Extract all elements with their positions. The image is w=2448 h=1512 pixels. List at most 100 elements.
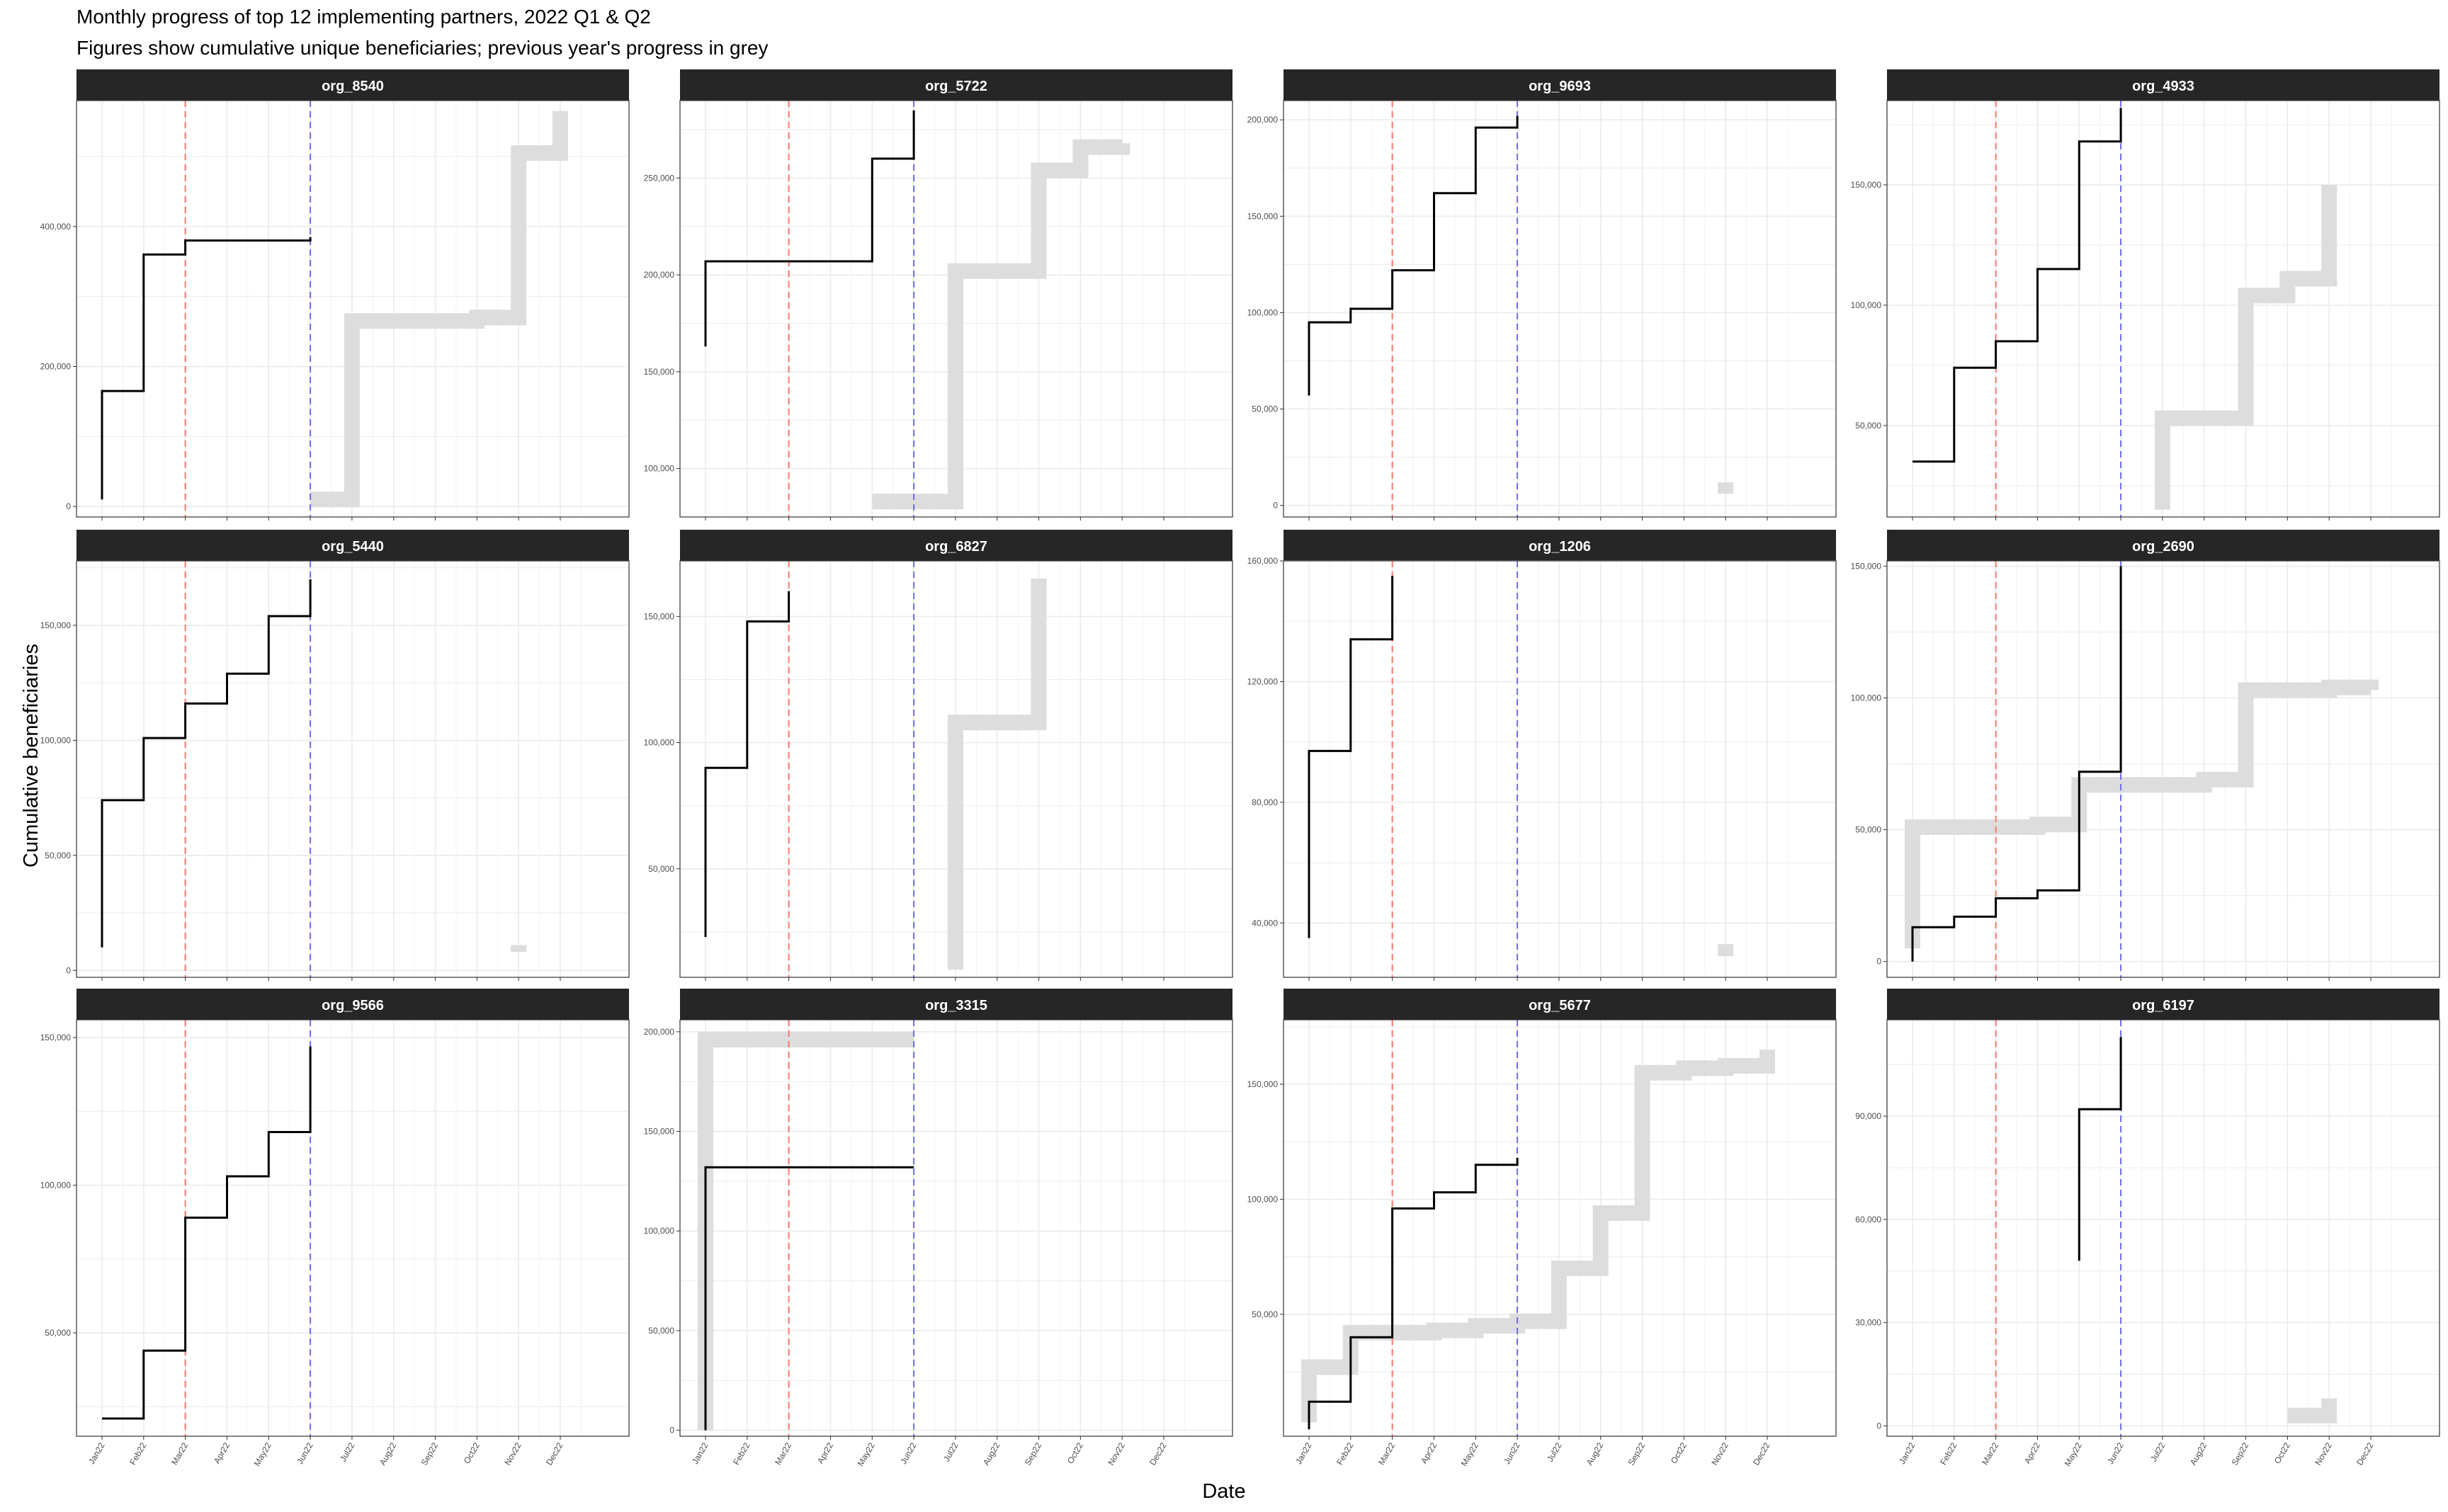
panel-border <box>76 560 630 978</box>
y-tick-label: 150,000 <box>644 611 675 621</box>
x-tick-label: Aug22 <box>981 1440 1002 1467</box>
x-tick-label: Dec22 <box>2354 1440 2376 1467</box>
x-tick-label: Oct22 <box>1669 1440 1689 1465</box>
x-tick-label: Jul22 <box>1545 1440 1564 1463</box>
x-tick-label: Sep22 <box>419 1440 441 1467</box>
panel-border <box>1283 560 1837 978</box>
y-tick-label: 80,000 <box>1252 797 1278 807</box>
previous-year-series <box>872 139 1130 510</box>
x-tick-label: Sep22 <box>2230 1440 2251 1467</box>
strip-org_5440 <box>76 530 629 561</box>
strip-label: org_4933 <box>2132 79 2194 94</box>
x-tick-label: Apr22 <box>212 1440 232 1465</box>
x-tick-label: Jul22 <box>2148 1440 2168 1463</box>
x-tick-label: Dec22 <box>1148 1440 1169 1467</box>
x-tick-label: Jun22 <box>2105 1440 2126 1466</box>
panel-border <box>76 1019 630 1437</box>
strip-org_5722 <box>680 69 1232 101</box>
panel-org_6197: org_6197 0 30,000 60,000 90,000 Jan22 Feb22 Mar… <box>1855 989 2440 1468</box>
strip-org_3315 <box>680 989 1232 1020</box>
strip-label: org_2690 <box>2132 539 2194 555</box>
current-year-series <box>1308 576 1394 938</box>
y-tick-label: 200,000 <box>644 1027 675 1037</box>
previous-year-series <box>2154 185 2338 510</box>
panel-border <box>1283 100 1837 518</box>
strip-label: org_6197 <box>2132 998 2194 1013</box>
y-tick-label: 250,000 <box>644 173 675 183</box>
current-year-series <box>1308 1157 1519 1430</box>
x-tick-label: Jun22 <box>1502 1440 1522 1466</box>
y-tick-label: 100,000 <box>1851 693 1882 703</box>
y-tick-label: 30,000 <box>1855 1318 1881 1328</box>
x-tick-label: Jan22 <box>1293 1440 1314 1466</box>
panel-org_6827: org_6827 50,000 100,000 150,000 <box>644 530 1233 981</box>
current-year-series <box>101 237 312 500</box>
y-tick-label: 50,000 <box>1855 825 1881 835</box>
x-tick-label: May22 <box>856 1440 877 1467</box>
x-tick-label: Nov22 <box>502 1440 523 1467</box>
current-year-series <box>2078 1037 2122 1261</box>
panel-border <box>679 560 1233 978</box>
x-tick-label: Jul22 <box>338 1440 357 1463</box>
x-tick-label: Jul22 <box>941 1440 960 1463</box>
y-tick-label: 150,000 <box>1851 180 1882 190</box>
y-tick-label: 200,000 <box>1247 115 1279 125</box>
x-tick-label: May22 <box>2063 1440 2084 1467</box>
panel-border <box>1886 1019 2440 1437</box>
x-tick-label: Aug22 <box>1585 1440 1606 1467</box>
current-year-series <box>704 1166 914 1431</box>
strip-label: org_6827 <box>925 539 987 555</box>
chart-title: Monthly progress of top 12 implementing … <box>76 6 651 28</box>
x-tick-label: Jan22 <box>690 1440 710 1466</box>
y-tick-label: 160,000 <box>1247 556 1279 566</box>
panel-org_5440: org_5440 0 50,000 100,000 150,000 <box>40 530 630 981</box>
y-tick-label: 150,000 <box>1851 561 1882 571</box>
x-tick-label: Jan22 <box>1897 1440 1917 1466</box>
y-tick-label: 0 <box>1876 1421 1881 1431</box>
y-tick-label: 200,000 <box>644 270 675 280</box>
x-tick-label: Nov22 <box>2313 1440 2334 1467</box>
x-tick-label: Apr22 <box>815 1440 835 1465</box>
previous-year-series <box>1905 679 2379 949</box>
panel-org_3315: org_3315 0 50,000 100,000 150,000 200,000 Jan2… <box>644 989 1233 1468</box>
strip-org_5677 <box>1284 989 1836 1020</box>
y-tick-label: 150,000 <box>40 620 72 630</box>
strip-org_1206 <box>1284 530 1836 561</box>
current-year-series <box>704 110 915 347</box>
y-tick-label: 50,000 <box>1855 421 1881 431</box>
y-tick-label: 0 <box>669 1426 674 1436</box>
y-tick-label: 150,000 <box>644 1127 675 1137</box>
x-tick-label: May22 <box>252 1440 273 1467</box>
panel-org_8540: org_8540 0 200,000 400,000 <box>40 69 630 521</box>
strip-org_6827 <box>680 530 1232 561</box>
x-tick-label: Apr22 <box>2022 1440 2042 1465</box>
panel-org_1206: org_1206 40,000 80,000 120,000 160,000 <box>1247 530 1837 981</box>
panel-org_2690: org_2690 0 50,000 100,000 150,000 <box>1851 530 2440 981</box>
y-tick-label: 50,000 <box>1252 404 1278 414</box>
y-tick-label: 50,000 <box>1252 1309 1278 1319</box>
x-tick-label: May22 <box>1459 1440 1480 1467</box>
current-year-series <box>704 591 790 937</box>
strip-org_4933 <box>1887 69 2440 101</box>
y-tick-label: 100,000 <box>1247 307 1279 317</box>
y-tick-label: 150,000 <box>1247 1079 1279 1089</box>
strip-org_8540 <box>76 69 629 101</box>
previous-year-series <box>947 578 1047 970</box>
current-year-series <box>1912 108 2122 463</box>
panel-border <box>1283 1019 1837 1437</box>
x-tick-label: Mar22 <box>1980 1440 2000 1467</box>
x-tick-label: Feb22 <box>1938 1440 1959 1467</box>
strip-label: org_3315 <box>925 998 987 1013</box>
y-tick-label: 40,000 <box>1252 918 1278 928</box>
y-tick-label: 100,000 <box>1247 1194 1279 1204</box>
x-tick-label: Jan22 <box>86 1440 107 1466</box>
x-tick-label: Mar22 <box>773 1440 793 1467</box>
panel-org_5677: org_5677 50,000 100,000 150,000 Jan22 Feb22 Ma… <box>1247 989 1837 1468</box>
current-year-series <box>101 579 312 948</box>
strip-label: org_5677 <box>1529 998 1591 1013</box>
y-tick-label: 60,000 <box>1855 1215 1881 1224</box>
y-tick-label: 0 <box>66 965 71 975</box>
y-tick-label: 50,000 <box>648 1326 674 1336</box>
x-tick-label: Mar22 <box>1376 1440 1397 1467</box>
y-tick-label: 50,000 <box>45 1328 71 1338</box>
